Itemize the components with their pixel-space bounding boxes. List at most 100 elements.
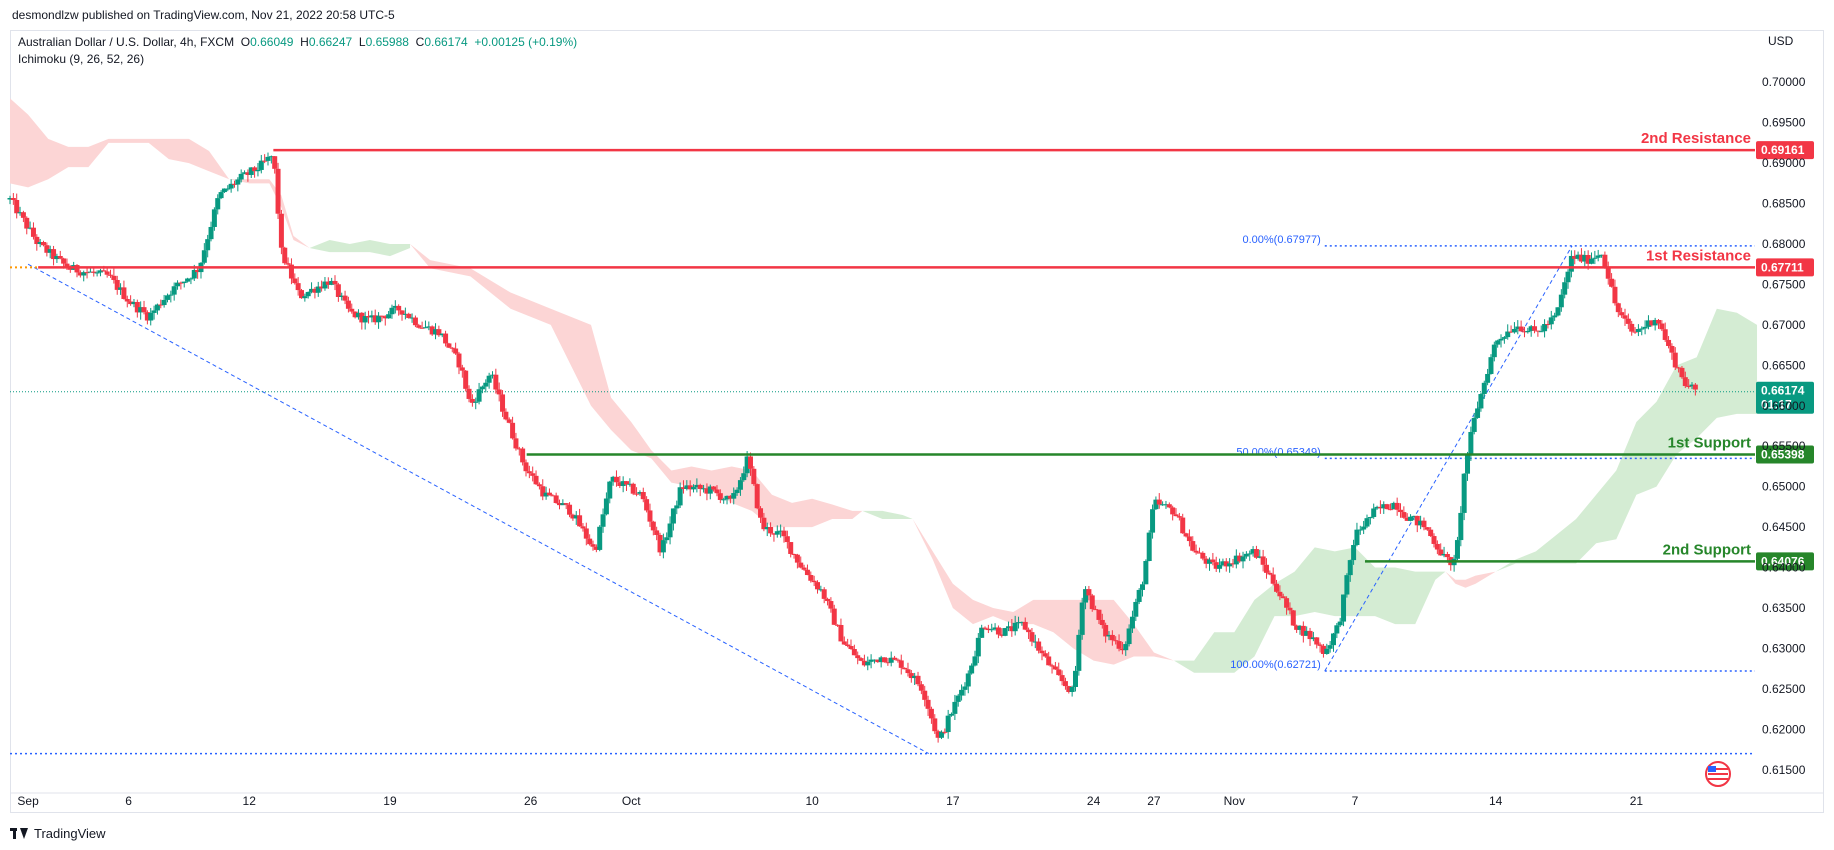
candle-body <box>1619 312 1625 316</box>
candle-body <box>848 646 854 650</box>
candle-body <box>496 389 502 395</box>
candle-body <box>945 715 951 733</box>
candle-body <box>185 278 191 282</box>
candle-body <box>704 488 710 494</box>
candle-body <box>922 690 928 700</box>
candle-body <box>550 495 556 497</box>
x-tick-label: Sep <box>17 794 39 808</box>
candle-body <box>835 624 841 626</box>
candle-body <box>201 250 207 263</box>
candle-body <box>523 462 529 472</box>
candle-body <box>1227 563 1233 567</box>
candle-body <box>1217 565 1223 569</box>
candle-body <box>1394 502 1400 510</box>
currency-label: USD <box>1768 34 1794 48</box>
candle-body <box>1686 386 1692 388</box>
candle-body <box>1042 653 1048 657</box>
candle-body <box>587 538 593 545</box>
candle-body <box>1079 602 1085 635</box>
candle-body <box>533 475 539 485</box>
axes: 0.70000 0.69500 0.69000 0.68500 0.68000 0.675… <box>10 75 1824 808</box>
footer-brand[interactable]: TradingView <box>34 826 106 841</box>
candle-body <box>188 278 194 280</box>
level-label: 1st Support <box>1668 434 1751 451</box>
candle-body <box>1230 563 1236 565</box>
candle-body <box>1508 331 1514 333</box>
candle-body <box>1377 506 1383 509</box>
candle-body <box>747 456 753 469</box>
candle-body <box>1196 552 1202 554</box>
candle-body <box>486 375 492 383</box>
footer: TradingView <box>10 826 106 841</box>
candle-body <box>1632 331 1638 333</box>
candle-body <box>1320 645 1326 654</box>
candle-body <box>1404 517 1410 521</box>
candle-body <box>419 327 425 329</box>
candle-body <box>389 307 395 315</box>
y-tick-label: 0.69000 <box>1762 156 1806 170</box>
candle-body <box>255 169 261 172</box>
candle-body <box>1253 549 1259 558</box>
candle-body <box>503 411 509 420</box>
candle-body <box>841 641 847 645</box>
candle-body <box>262 160 268 162</box>
candle-body <box>1072 670 1078 687</box>
candle-body <box>1689 384 1695 387</box>
x-tick-label: Nov <box>1224 794 1245 808</box>
candle-body <box>104 271 110 275</box>
candle-body <box>114 279 120 290</box>
candle-body <box>17 212 23 214</box>
symbol-title[interactable]: Australian Dollar / U.S. Dollar, 4h, FXC… <box>18 35 235 49</box>
candle-body <box>433 329 439 335</box>
candle-body <box>821 589 827 599</box>
candle-body <box>1562 282 1568 295</box>
indicator-label[interactable]: Ichimoku (9, 26, 52, 26) <box>18 52 145 66</box>
candle-body <box>506 419 512 423</box>
candle-body <box>238 173 244 180</box>
candle-body <box>1538 331 1544 333</box>
candle-body <box>178 282 184 284</box>
candle-body <box>801 567 807 570</box>
candle-body <box>144 312 150 321</box>
candle-body <box>10 198 16 200</box>
candle-body <box>868 659 874 662</box>
candle-body <box>1059 675 1065 682</box>
levels: 2nd Resistance 0.69161 1st Resistance 0.677… <box>10 130 1814 571</box>
candle-body <box>245 172 251 175</box>
y-tick-label: 0.63500 <box>1762 601 1806 615</box>
candle-body <box>1692 384 1698 390</box>
candle-body <box>1354 529 1360 546</box>
candle-body <box>530 473 536 476</box>
candle-body <box>1478 394 1484 409</box>
candle-body <box>1257 556 1263 558</box>
candle-body <box>1401 512 1407 518</box>
candle-body <box>168 294 174 296</box>
candle-body <box>650 521 656 531</box>
candle-body <box>1679 367 1685 378</box>
candle-body <box>379 315 385 317</box>
candle-body <box>265 156 271 161</box>
candle-body <box>20 212 26 218</box>
candle-body <box>1049 665 1055 667</box>
candle-body <box>51 249 57 260</box>
candle-body <box>359 312 365 323</box>
candle-body <box>1565 271 1571 283</box>
candle-body <box>449 347 455 349</box>
candle-body <box>332 280 338 285</box>
candle-body <box>1649 320 1655 326</box>
candle-body <box>426 326 432 328</box>
candle-body <box>141 307 147 313</box>
candle-body <box>500 394 506 412</box>
low-label: L <box>358 35 366 49</box>
candle-body <box>1682 377 1688 387</box>
cloud-segment-7 <box>1495 308 1758 572</box>
y-tick-label: 0.62000 <box>1762 722 1806 736</box>
candle-body <box>131 301 137 305</box>
candle-body <box>603 498 609 515</box>
candle-body <box>195 269 201 273</box>
candle-body <box>925 699 931 709</box>
candle-body <box>1106 634 1112 637</box>
candle-body <box>1481 382 1487 395</box>
candle-body <box>1414 515 1420 526</box>
